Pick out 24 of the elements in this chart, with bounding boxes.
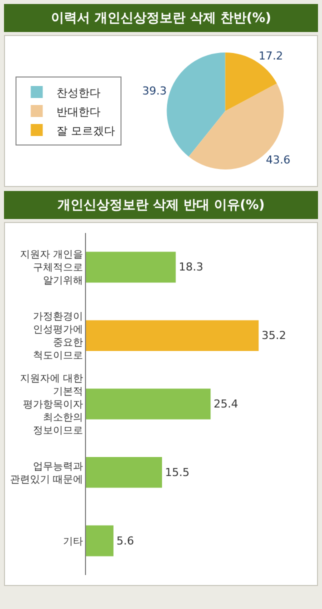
chart-title: 개인신상정보란 삭제 반대 이유(%) — [4, 191, 318, 219]
y-tick-label: 지원자에 대한 기본적 평가항목이자 최소한의 정보이므로 — [20, 374, 83, 436]
data-label: 17.2 — [258, 50, 284, 63]
data-label: 5.6 — [116, 534, 134, 548]
data-label: 18.3 — [178, 260, 204, 274]
bar — [86, 388, 211, 420]
pie-slice — [166, 52, 226, 157]
data-label: 35.2 — [262, 329, 286, 342]
y-tick-label: 업무능력과 관련있기 때문에 — [10, 461, 83, 486]
data-label: 25.4 — [214, 398, 238, 410]
y-tick-label: 기타 — [63, 536, 83, 548]
legend-label: 반대한다 — [56, 105, 101, 118]
data-label: 43.6 — [266, 153, 290, 166]
bar — [86, 252, 176, 283]
bar — [86, 457, 162, 488]
bar — [86, 320, 259, 351]
legend-label: 잘 모르겠다 — [56, 124, 116, 138]
legend-label: 찬성한다 — [56, 86, 101, 100]
bar — [86, 525, 114, 556]
y-tick-label: 지원자 개인을 구체적으로 알기위해 — [20, 250, 83, 287]
data-label: 15.5 — [165, 466, 190, 479]
data-label: 39.3 — [142, 84, 167, 98]
y-tick-label: 가정환경이 인성평가에 중요한 척도이므로 — [33, 312, 83, 362]
chart-title: 이력서 개인신상정보란 삭제 찬반(%) — [4, 4, 318, 32]
